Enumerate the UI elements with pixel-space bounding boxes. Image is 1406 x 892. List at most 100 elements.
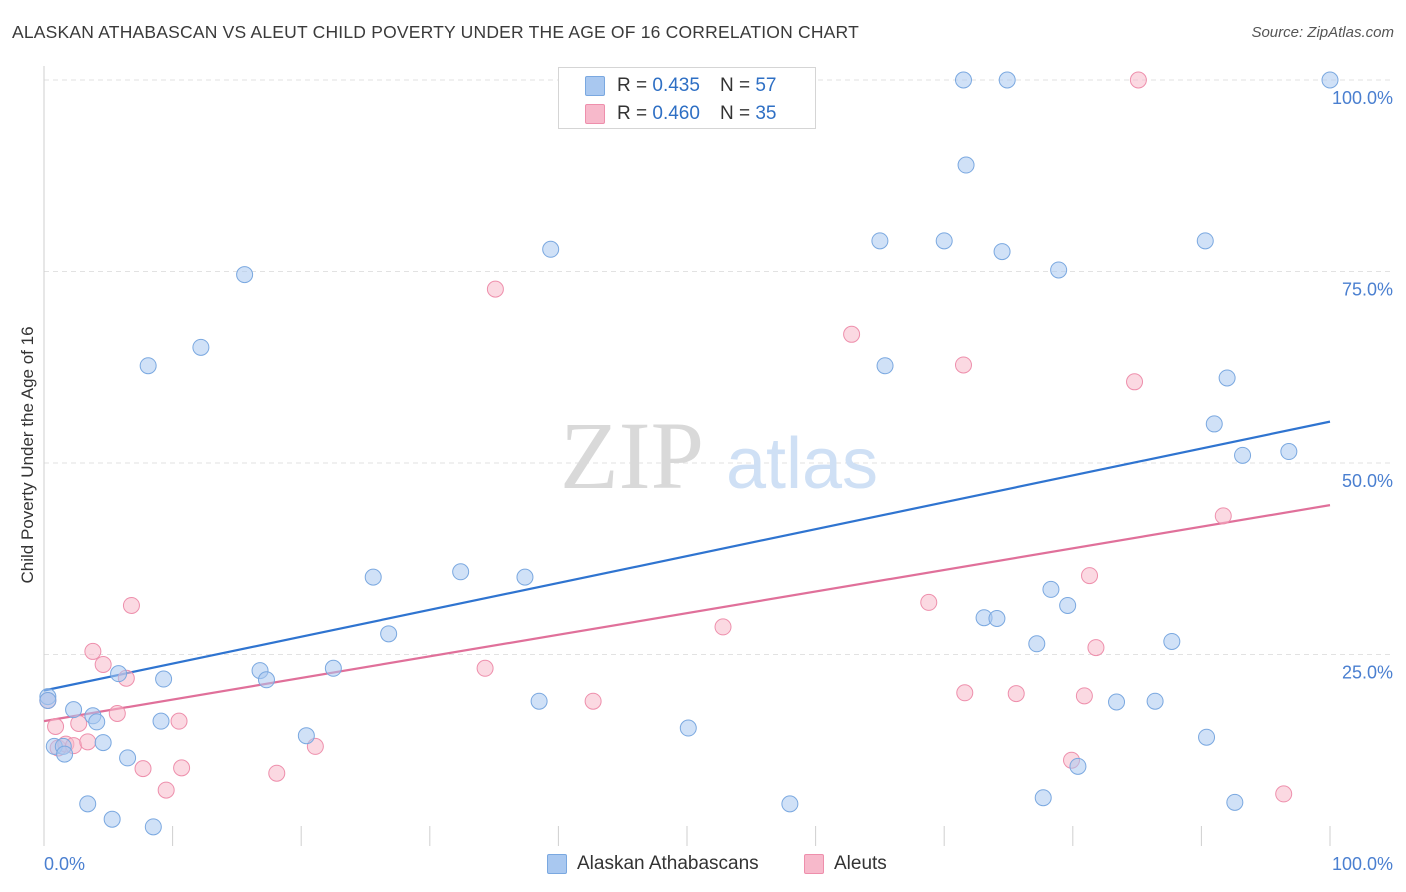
data-point-aleut [1081,567,1099,585]
data-point-athabascan [364,568,382,586]
watermark-zip: ZIP [560,402,704,509]
data-point-athabascan [935,232,953,250]
data-point-athabascan [542,240,560,258]
trend-lines [43,420,1331,723]
legend-swatch-blue [585,76,605,96]
data-point-aleut [476,659,494,677]
y-tick-label: 50.0% [1342,471,1393,491]
x-tick-label: 0.0% [44,854,85,874]
data-point-athabascan [192,338,210,356]
data-point-aleut [1087,639,1105,657]
data-point-athabascan [1205,415,1223,433]
data-point-athabascan [236,266,254,284]
data-point-athabascan [1034,789,1052,807]
bottom-legend-label-blue: Alaskan Athabascans [577,853,759,874]
data-point-athabascan [56,745,74,763]
legend-row-pink: R = 0.460 N = 35 [585,101,776,127]
legend-row-blue: R = 0.435 N = 57 [585,73,776,99]
data-point-aleut [122,596,140,614]
legend-n-value: 35 [755,103,777,124]
data-point-athabascan [1050,261,1068,279]
data-point-aleut [1129,71,1147,89]
data-point-aleut [170,712,188,730]
y-axis-label: Child Poverty Under the Age of 16 [18,326,37,584]
data-point-athabascan [1069,757,1087,775]
bottom-legend-pink: Aleuts [804,851,887,877]
legend-n-label: N = [719,103,751,124]
data-point-athabascan [119,749,137,767]
axes [43,66,1331,846]
data-point-aleut [920,593,938,611]
data-point-athabascan [139,357,157,375]
data-point-athabascan [65,701,83,719]
data-point-aleut [173,759,191,777]
data-point-aleut [268,764,286,782]
gridlines [44,79,1392,655]
data-point-athabascan [957,156,975,174]
data-point-aleut [714,618,732,636]
data-point-athabascan [1059,596,1077,614]
data-point-aleut [954,356,972,374]
data-point-aleut [157,781,175,799]
data-point-athabascan [452,563,470,581]
data-point-athabascan [954,71,972,89]
data-point-athabascan [1108,693,1126,711]
data-point-athabascan [155,670,173,688]
legend-n-label: N = [719,75,751,96]
data-point-athabascan [94,734,112,752]
data-point-athabascan [1163,632,1181,650]
bottom-legend-label-pink: Aleuts [834,853,887,874]
data-point-athabascan [1198,728,1216,746]
data-point-athabascan [110,665,128,683]
data-point-athabascan [876,357,894,375]
data-point-athabascan [993,243,1011,261]
data-point-aleut [1214,507,1232,525]
data-point-athabascan [79,795,97,813]
data-point-athabascan [297,727,315,745]
data-point-aleut [486,280,504,298]
data-point-athabascan [530,692,548,710]
data-point-athabascan [1042,580,1060,598]
data-point-athabascan [257,671,275,689]
data-point-athabascan [39,691,57,709]
data-point-athabascan [324,659,342,677]
data-point-athabascan [781,795,799,813]
legend-swatch-pink [585,104,605,124]
data-point-athabascan [1218,369,1236,387]
data-point-athabascan [1234,446,1252,464]
trend-line-athabascan [43,420,1331,692]
data-point-aleut [94,655,112,673]
data-point-athabascan [88,713,106,731]
legend-r-label: R = [617,75,648,96]
data-point-athabascan [871,232,889,250]
legend: R = 0.435 N = 57 R = 0.460 N = 35 [558,67,816,129]
trend-line-aleut [43,504,1331,723]
data-point-athabascan [1028,635,1046,653]
data-point-aleut [79,733,97,751]
chart-title: ALASKAN ATHABASCAN VS ALEUT CHILD POVERT… [12,22,859,42]
data-point-athabascan [988,609,1006,627]
bottom-legend-swatch-blue [547,854,567,874]
data-point-aleut [843,325,861,343]
data-point-athabascan [1146,692,1164,710]
data-point-athabascan [1280,443,1298,461]
y-tick-label: 100.0% [1332,88,1393,108]
data-point-aleut [956,684,974,702]
data-point-aleut [84,642,102,660]
data-points [39,71,1339,836]
data-point-athabascan [144,818,162,836]
data-point-aleut [134,760,152,778]
data-point-athabascan [103,810,121,828]
legend-r-label: R = [617,103,648,124]
data-point-aleut [1007,685,1025,703]
data-point-athabascan [679,719,697,737]
watermark: ZIP atlas [560,402,878,509]
data-point-aleut [1126,373,1144,391]
data-point-athabascan [998,71,1016,89]
tick-labels: 25.0% 50.0% 75.0% 100.0% 0.0% 100.0% [44,88,1393,874]
data-point-athabascan [380,625,398,643]
data-point-athabascan [1226,793,1244,811]
data-point-aleut [108,704,126,722]
data-point-athabascan [1196,232,1214,250]
